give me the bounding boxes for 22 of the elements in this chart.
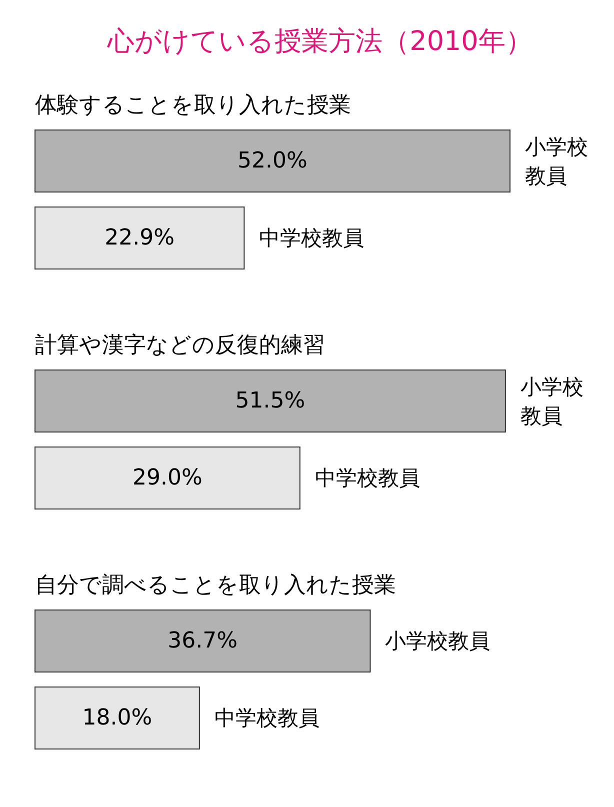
text: 中学校教員 [214, 706, 320, 730]
data-label: 36.7% [168, 628, 238, 654]
series-label: 小学校教員 [520, 375, 584, 428]
y-tick-label: 計算や漢字などの反復的練習 [35, 333, 325, 358]
data-label: 51.5% [235, 388, 306, 414]
data-label: 29.0% [132, 466, 202, 490]
bar [34, 610, 371, 672]
text: 小学校教員 [385, 629, 490, 653]
data-label: 18.0% [82, 706, 152, 730]
bar [34, 686, 200, 750]
data-label: 52.0% [238, 148, 308, 174]
text: 中学校教員 [314, 466, 420, 490]
chart-title: 心がけている授業方法（2010年） [106, 26, 532, 57]
text: 小学校教員 [525, 135, 588, 188]
y-tick-label: 体験することを取り入れた授業 [35, 93, 351, 118]
data-label: 22.9% [104, 226, 175, 250]
bar [34, 446, 300, 510]
bar [34, 370, 506, 432]
bar [34, 206, 245, 270]
series-label: 中学校教員 [259, 226, 364, 250]
y-tick-label: 自分で調べることを取り入れた授業 [35, 573, 396, 598]
bar [34, 130, 510, 192]
